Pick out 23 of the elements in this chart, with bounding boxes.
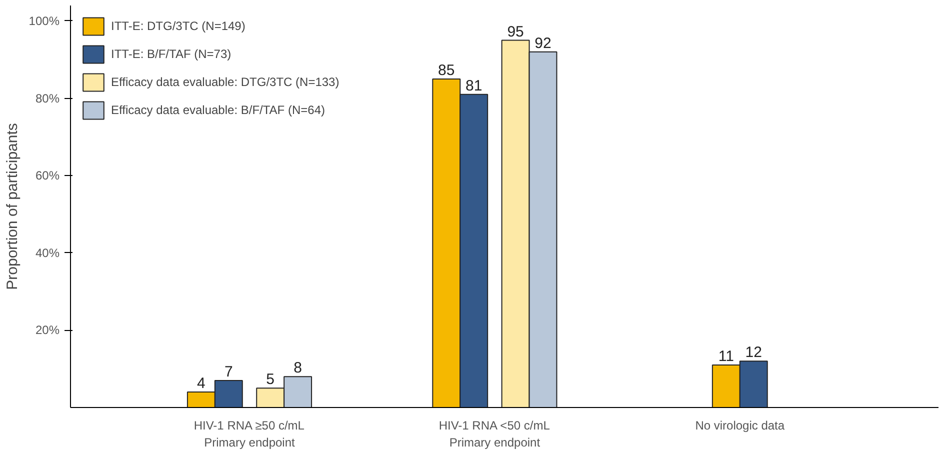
data-label: 81 [466, 77, 482, 94]
data-label: 7 [224, 363, 233, 380]
y-tick-label: 80% [35, 91, 60, 106]
y-tick-label: 60% [35, 168, 60, 183]
x-tick-label: No virologic data [695, 418, 785, 432]
y-tick-label: 40% [35, 246, 60, 260]
x-tick-label: HIV-1 RNA <50 c/mL Primary endpoint [438, 418, 550, 450]
data-label: 11 [718, 348, 734, 365]
y-tick-label: 20% [35, 323, 60, 338]
legend-label: Efficacy data evaluable: DTG/3TC (N=133) [111, 75, 340, 89]
x-tick-label: HIV-1 RNA ≥50 c/mL Primary endpoint [194, 418, 305, 450]
data-label: 4 [197, 375, 206, 392]
legend-label: ITT-E: B/F/TAF (N=73) [111, 47, 232, 61]
y-axis-title: Proportion of participants [4, 123, 21, 290]
data-label: 92 [534, 34, 552, 52]
data-label: 12 [745, 344, 762, 362]
legend-label: ITT-E: DTG/3TC (N=149) [111, 19, 246, 33]
y-tick-label: 100% [28, 14, 60, 28]
legend-label: Efficacy data evaluable: B/F/TAF (N=64) [111, 103, 325, 117]
data-label: 95 [507, 23, 524, 40]
data-label: 8 [294, 360, 302, 377]
data-label: 85 [438, 62, 455, 79]
data-label: 5 [266, 371, 275, 388]
